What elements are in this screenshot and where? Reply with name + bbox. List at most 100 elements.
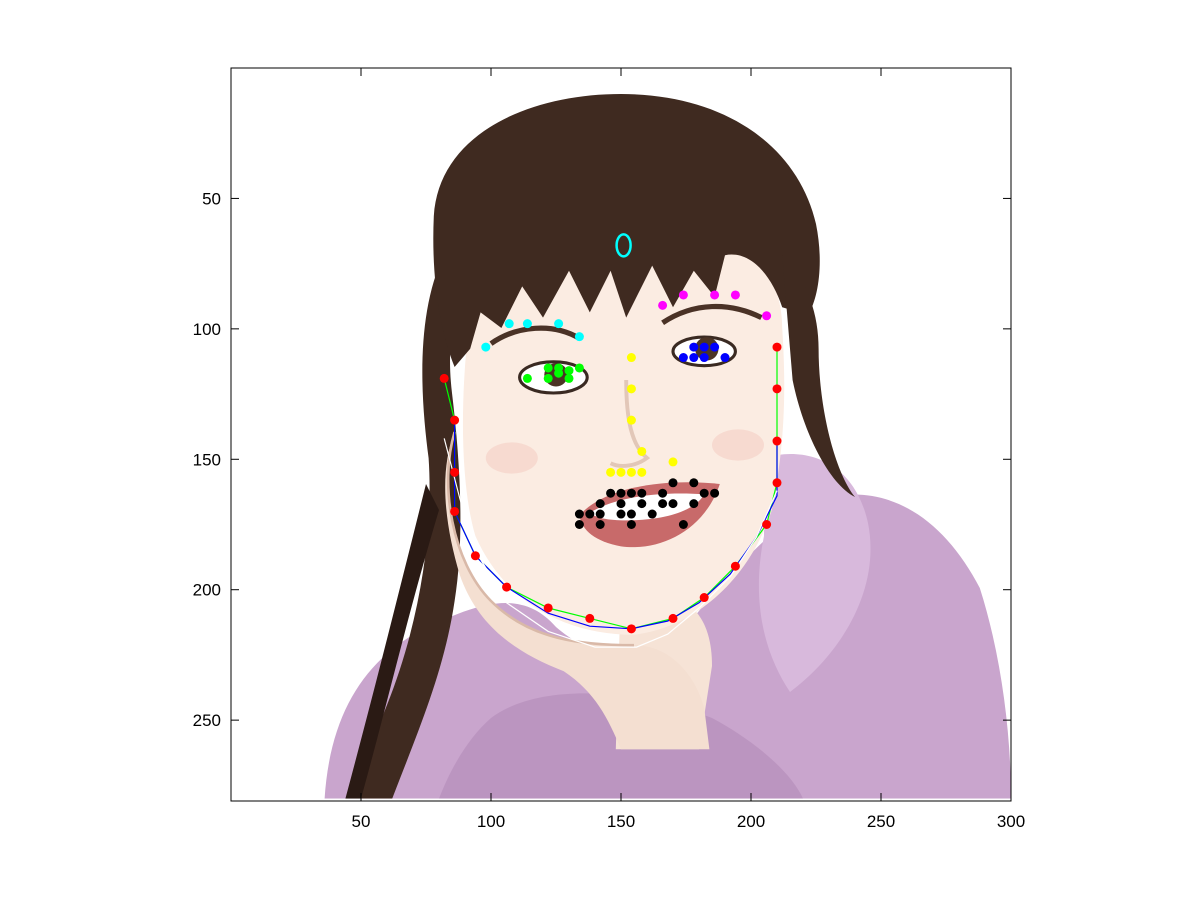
hair-left [345, 210, 491, 799]
data-point-s6-4 [595, 499, 605, 509]
data-point-s7-3 [450, 467, 460, 477]
data-point-s7-7 [543, 603, 553, 613]
hand-shape [445, 432, 710, 750]
data-point-s2-2 [678, 290, 688, 300]
hand-outline [446, 431, 635, 647]
data-point-s7-10 [668, 613, 678, 623]
data-point-s1-4 [554, 319, 564, 329]
data-point-s7-4 [450, 506, 460, 516]
data-point-s7-8 [585, 613, 595, 623]
x-tick-label: 200 [737, 812, 765, 831]
data-point-s6-15 [658, 488, 668, 498]
data-point-s5-4 [637, 446, 647, 456]
x-tick-label: 50 [352, 812, 371, 831]
data-point-s7-5 [470, 551, 480, 561]
data-point-s7-17 [772, 342, 782, 352]
ellipse-marker [615, 233, 632, 258]
data-point-s3-1 [522, 373, 532, 383]
data-point-s3-6 [574, 363, 584, 373]
data-point-s3-7 [554, 368, 564, 378]
nose [609, 379, 651, 468]
data-point-s5-1 [626, 353, 636, 363]
data-point-s4-5 [710, 342, 720, 352]
y-tick-label: 250 [193, 711, 221, 730]
hair-right [782, 255, 855, 497]
data-point-s7-1 [439, 373, 449, 383]
data-point-s6-1 [574, 509, 584, 519]
data-point-s7-9 [626, 624, 636, 634]
plot-points [439, 233, 782, 634]
data-point-s6-16 [658, 499, 668, 509]
data-point-s5-5 [606, 467, 616, 477]
portrait-image [324, 94, 1011, 799]
data-point-s5-8 [637, 467, 647, 477]
data-point-s6-10 [626, 509, 636, 519]
data-point-s4-6 [720, 353, 730, 363]
data-point-s6-24 [616, 509, 626, 519]
y-tick-label: 200 [193, 581, 221, 600]
data-point-s7-14 [772, 478, 782, 488]
data-point-s6-18 [668, 499, 678, 509]
data-point-s6-11 [626, 488, 636, 498]
data-point-s5-6 [616, 467, 626, 477]
data-point-s5-3 [626, 415, 636, 425]
hair-strand [345, 483, 439, 799]
data-point-s4-3 [689, 353, 699, 363]
data-point-s6-17 [668, 478, 678, 488]
x-tick-label: 300 [997, 812, 1025, 831]
data-point-s6-20 [689, 478, 699, 488]
y-tick-label: 150 [193, 450, 221, 469]
right-eyebrow [661, 303, 763, 325]
data-point-s4-4 [699, 353, 709, 363]
data-point-s7-16 [772, 384, 782, 394]
data-point-s6-13 [637, 499, 647, 509]
data-point-s5-7 [626, 467, 636, 477]
data-point-s4-1 [678, 353, 688, 363]
data-point-s6-7 [606, 488, 616, 498]
data-point-s6-12 [637, 488, 647, 498]
data-point-s6-14 [647, 509, 657, 519]
data-point-s6-5 [595, 509, 605, 519]
left-eyebrow [489, 325, 581, 346]
right-cheek [712, 429, 764, 461]
data-point-s5-9 [668, 457, 678, 467]
data-point-s7-15 [772, 436, 782, 446]
sweater-collar [758, 454, 871, 692]
data-point-s2-5 [762, 311, 772, 321]
data-point-s3-2 [543, 363, 553, 373]
data-point-s6-19 [678, 519, 688, 529]
data-point-s6-22 [699, 488, 709, 498]
data-point-s5-2 [626, 384, 636, 394]
data-point-s7-6 [502, 582, 512, 592]
data-point-s2-4 [730, 290, 740, 300]
x-tick-label: 150 [607, 812, 635, 831]
data-point-s6-21 [689, 499, 699, 509]
data-point-s7-12 [730, 561, 740, 571]
data-point-s6-6 [595, 519, 605, 529]
data-point-s6-23 [710, 488, 720, 498]
data-point-s1-5 [574, 332, 584, 342]
x-tick-label: 250 [867, 812, 895, 831]
data-point-s4-2 [689, 342, 699, 352]
data-point-s1-2 [504, 319, 514, 329]
data-point-s7-2 [450, 415, 460, 425]
data-point-s3-5 [564, 373, 574, 383]
data-point-s6-25 [626, 519, 636, 529]
left-cheek [485, 442, 538, 474]
data-point-s3-8 [564, 366, 574, 376]
hair-top [433, 94, 820, 367]
data-point-s2-3 [710, 290, 720, 300]
data-point-s6-9 [616, 499, 626, 509]
data-point-s2-1 [658, 300, 668, 310]
data-point-s4-7 [699, 342, 709, 352]
x-tick-label: 100 [477, 812, 505, 831]
data-point-s1-3 [522, 319, 532, 329]
y-tick-label: 100 [193, 320, 221, 339]
data-point-s6-8 [616, 488, 626, 498]
axis-ticks: 50 100 150 200 250 300 50 100 150 200 250 [193, 68, 1025, 831]
data-point-s7-11 [699, 593, 709, 603]
y-tick-label: 50 [202, 189, 221, 208]
data-point-s1-1 [481, 342, 491, 352]
data-point-s7-13 [762, 519, 772, 529]
